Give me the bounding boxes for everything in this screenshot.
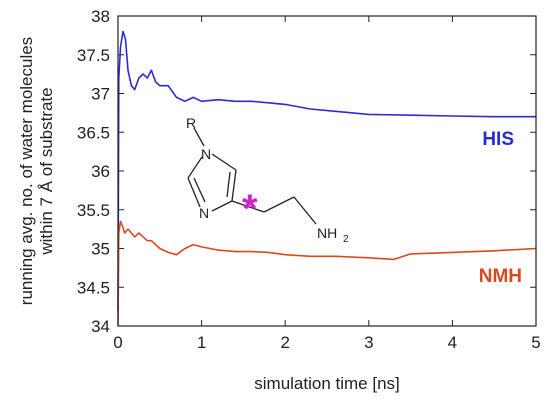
y-axis-label-group: running avg. no. of water molecules with… <box>17 37 56 305</box>
y-tick-label: 37 <box>91 85 110 104</box>
atom-n1: N <box>201 146 211 162</box>
series-label-his: HIS <box>482 129 514 150</box>
bond-ch2-nh2 <box>293 196 317 225</box>
plot-frame <box>117 15 537 327</box>
series-line-his <box>117 30 536 311</box>
asterisk-marker: * <box>242 187 258 231</box>
y-tick-label: 37.5 <box>77 46 110 65</box>
x-tick-label: 2 <box>280 333 289 352</box>
bond-ch2-ch2 <box>263 196 295 213</box>
x-tick-label: 4 <box>448 333 457 352</box>
x-tick-label: 3 <box>364 333 373 352</box>
bond-n1-c5 <box>211 153 237 171</box>
bond-r-n1 <box>193 127 205 147</box>
tick-marks <box>117 15 537 327</box>
bond-c4-ch2 <box>231 200 265 213</box>
y-tick-label: 34.5 <box>77 278 110 297</box>
y-tick-label: 35 <box>91 240 110 259</box>
atom-nh2-subscript: 2 <box>343 234 349 245</box>
series-label-nmh: NMH <box>479 266 522 287</box>
atom-n3: N <box>199 205 209 221</box>
y-tick-label: 34 <box>91 317 110 336</box>
atom-nh2: NH <box>317 225 337 241</box>
series-line-nmh <box>117 220 537 327</box>
y-tick-label: 36.5 <box>77 123 110 142</box>
x-tick-label: 5 <box>531 333 540 352</box>
y-tick-label: 36 <box>91 162 110 181</box>
x-tick-label: 1 <box>197 333 206 352</box>
atom-r: R <box>186 115 196 131</box>
y-tick-label: 35.5 <box>77 201 110 220</box>
x-axis-label: simulation time [ns] <box>254 374 400 393</box>
y-tick-labels: 34 34.5 35 35.5 36 36.5 37 37.5 38 <box>77 7 110 336</box>
x-tick-labels: 0 1 2 3 4 5 <box>113 333 540 352</box>
y-tick-label: 38 <box>91 7 110 26</box>
bond-c5-c4-double <box>226 171 231 198</box>
molecule-structure: R N N NH 2 * <box>186 115 349 245</box>
series-layer <box>117 30 537 327</box>
bond-n3-c2 <box>187 177 201 208</box>
y-axis-label-line-1: running avg. no. of water molecules <box>17 37 36 305</box>
bond-n3-c2-double <box>193 177 206 203</box>
x-tick-label: 0 <box>113 333 122 352</box>
bond-c2-n1 <box>187 156 203 179</box>
y-axis-label-line-2: within 7 Å of substrate <box>37 87 56 255</box>
bond-c4-n3 <box>211 200 233 212</box>
bond-c5-c4 <box>231 169 237 202</box>
